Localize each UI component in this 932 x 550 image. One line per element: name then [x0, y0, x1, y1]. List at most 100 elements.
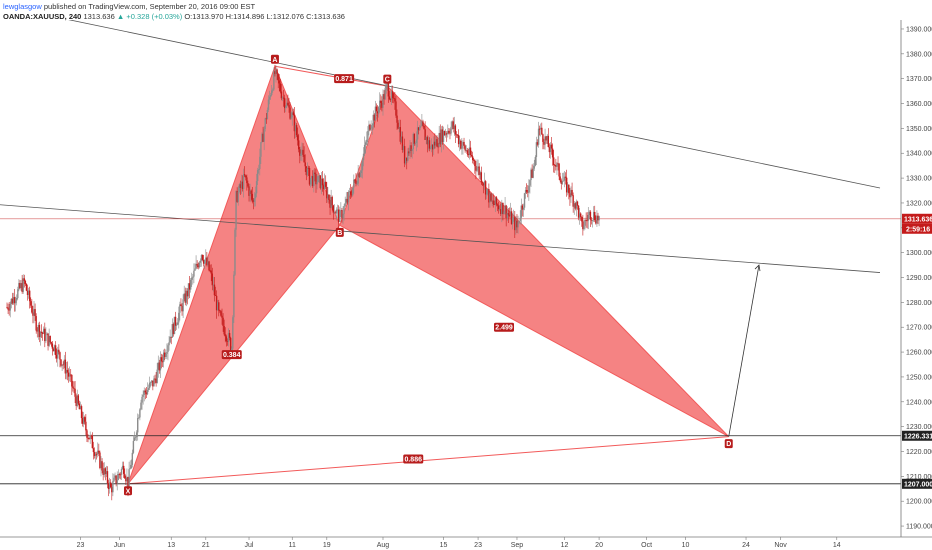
candle-layer [6, 64, 600, 501]
candle-body [177, 322, 179, 325]
candle-body [561, 181, 564, 184]
candle-body [77, 395, 80, 404]
candle-body [368, 124, 370, 131]
candle-body [263, 128, 265, 142]
candle-body [317, 176, 319, 183]
candle-body [250, 190, 252, 194]
candle-body [436, 139, 438, 147]
candle-body [362, 153, 365, 161]
candle-body [169, 336, 171, 343]
candle-body [411, 149, 413, 151]
candle-body [369, 124, 371, 130]
candle-body [319, 175, 322, 189]
candle-body [448, 130, 450, 133]
candle-body [538, 128, 541, 130]
candle-body [279, 83, 282, 92]
candle-body [349, 191, 352, 195]
candle-body [533, 165, 535, 169]
candle-body [61, 364, 63, 366]
candle-body [153, 378, 155, 387]
candle-body [13, 297, 16, 304]
candle-body [455, 134, 458, 136]
candle-body [477, 166, 479, 168]
candle-body [139, 409, 141, 418]
candle-body [159, 357, 162, 371]
candle-body [329, 200, 331, 208]
candle-body [87, 437, 89, 439]
candle-body [43, 328, 45, 334]
candle-body [74, 388, 76, 397]
candle-body [396, 115, 398, 123]
candle-body [30, 301, 32, 306]
candle-body [241, 181, 244, 190]
price-axis-bg [901, 20, 932, 550]
candle-body [235, 190, 237, 230]
candle-body [582, 221, 584, 230]
candle-body [501, 202, 503, 215]
candle-body [580, 213, 582, 217]
candle-body [267, 99, 270, 110]
candle-body [21, 283, 23, 292]
candle-body [554, 165, 556, 166]
x-tick-label: 15 [440, 542, 448, 549]
candle-body [393, 97, 395, 99]
candle-body [46, 333, 48, 335]
candle-body [54, 345, 57, 356]
candle-body [221, 315, 223, 318]
candle-body [357, 173, 359, 184]
candle-body [240, 181, 243, 188]
author-link[interactable]: lewglasgow [3, 2, 42, 11]
candle-body [381, 103, 383, 108]
candle-body [313, 172, 315, 187]
point-label-b: B [337, 230, 342, 237]
candle-body [370, 128, 372, 130]
candle-body [306, 167, 309, 176]
candle-body [595, 220, 597, 224]
candle-body [344, 203, 346, 206]
candle-body [197, 265, 199, 268]
candle-body [290, 117, 292, 119]
y-tick-label: 1300.000 [906, 250, 932, 257]
candle-body [366, 139, 368, 143]
candle-body [8, 309, 10, 311]
candle-body [268, 96, 271, 100]
candle-body [331, 196, 333, 206]
candle-body [496, 204, 499, 206]
ohlc-line: OANDA:XAUUSD, 240 1313.636 ▲ +0.328 (+0.… [3, 12, 903, 22]
candle-body [158, 362, 161, 371]
candle-body [67, 372, 70, 377]
candle-body [216, 302, 219, 311]
candle-body [232, 317, 234, 349]
trend-line-2 [0, 204, 881, 273]
candle-body [120, 469, 123, 475]
x-tick-label: Sep [511, 542, 524, 549]
candle-body [280, 91, 283, 99]
candle-body [111, 487, 113, 493]
projection-line [728, 265, 760, 437]
candle-body [486, 189, 488, 195]
y-tick-label: 1210.000 [906, 474, 932, 481]
candle-body [417, 127, 420, 131]
candle-body [184, 293, 186, 303]
ratio-tag-bg [403, 454, 424, 464]
candle-body [117, 474, 119, 480]
candle-body [549, 144, 552, 153]
candle-body [532, 168, 534, 178]
candle-body [463, 141, 465, 146]
candle-body [518, 221, 520, 223]
candle-body [264, 118, 266, 129]
candle-body [354, 179, 356, 181]
candle-body [156, 369, 158, 383]
candle-body [299, 149, 301, 156]
candle-body [348, 191, 351, 193]
candle-body [114, 475, 116, 478]
candle-body [395, 101, 397, 116]
candle-body [408, 151, 410, 154]
candle-body [573, 203, 575, 207]
candle-body [544, 136, 546, 145]
candle-body [325, 181, 327, 187]
candle-body [64, 359, 67, 374]
candle-body [490, 193, 492, 201]
candle-body [321, 178, 324, 186]
